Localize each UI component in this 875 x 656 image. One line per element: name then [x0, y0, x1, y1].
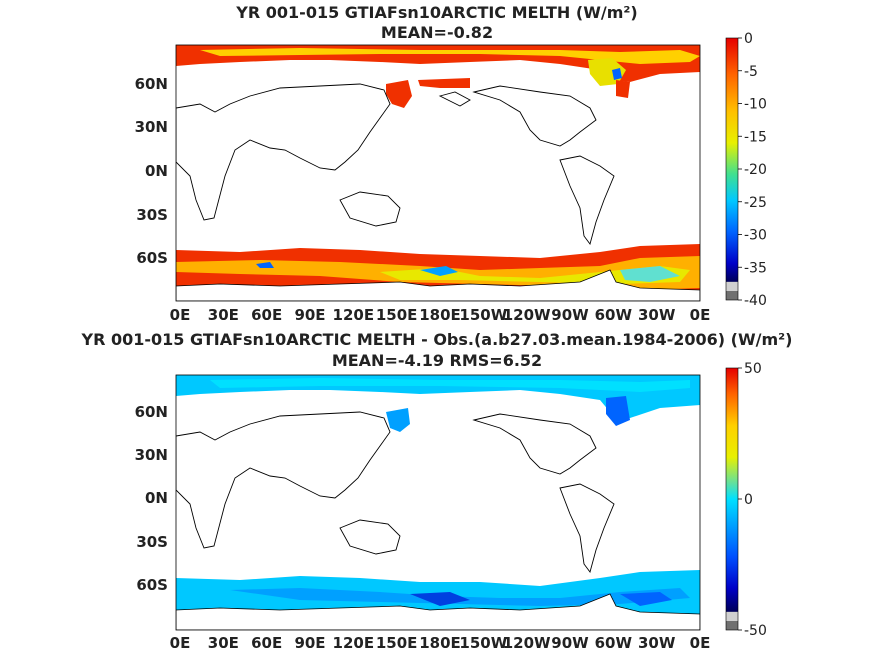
panel-1-colorbar-ticks: 0 -5 -10 -15 -20 -25 -30 -35 -40	[738, 31, 767, 309]
panel-2-coastlines	[176, 411, 615, 574]
panel-1-frame	[175, 44, 701, 302]
panel-1-xtick: 150E	[376, 306, 418, 324]
panel-1-xtick: 30W	[638, 306, 676, 324]
panel-2-xtick: 0E	[170, 634, 191, 652]
panel-1-ytick: 60N	[135, 75, 168, 93]
panel-1-okhotsk	[386, 80, 412, 108]
panel-1-xtick: 60W	[595, 306, 633, 324]
panel-1-antarctic-ross	[420, 266, 458, 276]
panel-1-xtick: 60E	[251, 306, 282, 324]
panel-1-labrador-sea	[616, 80, 630, 98]
colorbar-tick-label: -20	[744, 162, 767, 178]
panel-1-xtick: 90E	[294, 306, 325, 324]
colorbar-tick-label: -40	[744, 293, 767, 309]
panel-2-xtick: 120E	[333, 634, 375, 652]
panel-2-okhotsk	[386, 408, 410, 432]
panel-1-subtitle: MEAN=-0.82	[381, 23, 493, 42]
colorbar-tick-label: 0	[744, 31, 753, 47]
panel-1: YR 001-015 GTIAFsn10ARCTIC MELTH (W/m²) …	[135, 3, 767, 324]
panel-2-xtick: 60W	[595, 634, 633, 652]
panel-2-title: YR 001-015 GTIAFsn10ARCTIC MELTH - Obs.(…	[81, 330, 793, 349]
colorbar-tick-label: -15	[744, 129, 767, 145]
panel-2-xtick: 90E	[294, 634, 325, 652]
panel-1-arctic-inner	[200, 48, 700, 64]
panel-2-ytick: 60S	[136, 576, 168, 594]
colorbar-tick-label: -10	[744, 97, 767, 113]
colorbar-tick-label: -35	[744, 260, 767, 276]
panel-1-xtick: 30E	[208, 306, 239, 324]
panel-2-xtick: 120W	[503, 634, 551, 652]
panel-1-xtick: 0E	[690, 306, 711, 324]
panel-1-ytick: 30N	[135, 118, 168, 136]
panel-1-xtick: 0E	[170, 306, 191, 324]
panel-1-ytick: 30S	[136, 206, 168, 224]
panel-2-xtick: 30E	[208, 634, 239, 652]
panel-2-antarctic-weddell	[620, 592, 672, 606]
panel-1-map	[176, 45, 700, 301]
panel-1-yticks: 60N 30N 0N 30S 60S	[135, 75, 168, 267]
panel-2-xtick: 60E	[251, 634, 282, 652]
panel-2-xtick: 150E	[376, 634, 418, 652]
panel-1-xtick: 150W	[459, 306, 507, 324]
panel-2-colorbar-ticks: 50 0 -50	[738, 361, 767, 639]
panel-2-arctic-inner	[210, 378, 690, 392]
panel-2-map	[176, 375, 700, 630]
panel-1-antarctic-west	[256, 262, 274, 268]
panel-2-subtitle: MEAN=-4.19 RMS=6.52	[332, 351, 542, 370]
panel-2-ytick: 30N	[135, 446, 168, 464]
panel-1-antarctic-weddell	[620, 266, 680, 282]
panel-2-antarctica	[176, 593, 700, 630]
panel-1-bering	[418, 78, 470, 88]
colorbar-tick-label: -30	[744, 228, 767, 244]
panel-2-labrador	[606, 396, 630, 426]
panel-1-xtick: 120E	[333, 306, 375, 324]
panel-2-xtick: 90W	[551, 634, 589, 652]
colorbar-tick-label: -50	[744, 623, 767, 639]
panel-2-ytick: 0N	[145, 489, 168, 507]
panel-2-colorbar	[725, 367, 739, 631]
panel-1-xtick: 180E	[419, 306, 461, 324]
panel-2-xtick: 150W	[459, 634, 507, 652]
panel-1-ytick: 60S	[136, 249, 168, 267]
panel-2-xtick: 180E	[419, 634, 461, 652]
panel-2-frame	[175, 374, 701, 631]
colorbar-tick-label: -25	[744, 195, 767, 211]
panel-2-xtick: 0E	[690, 634, 711, 652]
panel-1-coastlines	[176, 83, 615, 246]
panel-2-antarctic-deep	[410, 592, 470, 606]
colorbar-tick-label: 0	[744, 492, 753, 508]
panel-2: YR 001-015 GTIAFsn10ARCTIC MELTH - Obs.(…	[81, 330, 793, 652]
panel-1-colorbar	[725, 37, 739, 301]
panel-2-ytick: 60N	[135, 403, 168, 421]
panel-1-labrador	[612, 68, 622, 80]
panel-2-ytick: 30S	[136, 533, 168, 551]
panel-1-ytick: 0N	[145, 162, 168, 180]
colorbar-tick-label: -5	[744, 64, 758, 80]
panel-1-antarctica	[176, 269, 700, 301]
panel-2-yticks: 60N 30N 0N 30S 60S	[135, 403, 168, 594]
colorbar-tick-label: 50	[744, 361, 762, 377]
panel-1-xtick: 90W	[551, 306, 589, 324]
panel-2-xtick: 30W	[638, 634, 676, 652]
panel-1-xtick: 120W	[503, 306, 551, 324]
panel-1-title: YR 001-015 GTIAFsn10ARCTIC MELTH (W/m²)	[235, 3, 637, 22]
